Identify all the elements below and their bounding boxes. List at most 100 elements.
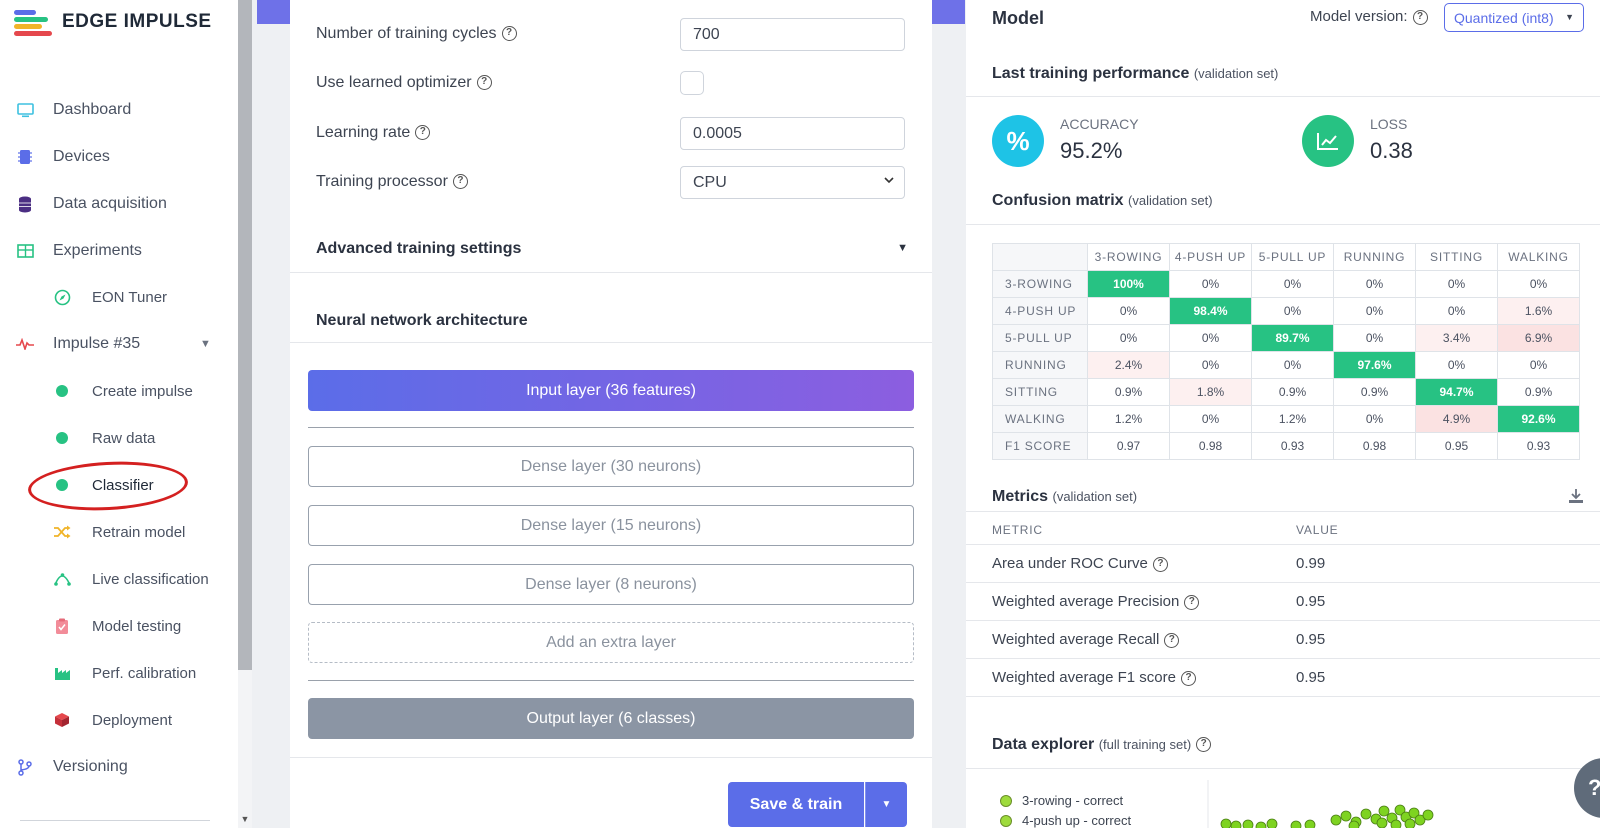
matrix-cell: 0% xyxy=(1087,297,1170,325)
sidebar-item-live-classification[interactable]: Live classification xyxy=(0,559,238,599)
sidebar-item-dashboard[interactable]: Dashboard xyxy=(0,90,238,130)
dense-layer-8[interactable]: Dense layer (8 neurons) xyxy=(308,564,914,605)
save-options-dropdown-button[interactable]: ▼ xyxy=(865,782,907,827)
row-header: RUNNING xyxy=(992,351,1088,379)
model-version-value: Quantized (int8) xyxy=(1454,10,1554,26)
matrix-cell: 0% xyxy=(1415,270,1498,298)
caret-down-icon: ▼ xyxy=(881,799,892,810)
data-explorer-title: Data explorer (full training set)? xyxy=(992,736,1212,754)
clipboard-icon xyxy=(53,617,71,635)
sidebar-scrollbar[interactable]: ▼ xyxy=(238,0,252,828)
training-cycles-label: Number of training cycles? xyxy=(316,25,517,43)
sidebar-item-impulse[interactable]: Impulse #35 ▼ xyxy=(0,324,238,364)
matrix-cell: 0.9% xyxy=(1087,378,1170,406)
download-icon[interactable] xyxy=(1568,488,1584,509)
training-processor-select[interactable]: CPU xyxy=(680,166,905,199)
advanced-training-settings-label: Advanced training settings xyxy=(316,240,522,257)
loss-label: LOSS xyxy=(1370,116,1408,132)
sidebar-item-label: Versioning xyxy=(53,758,128,775)
add-extra-layer-button[interactable]: Add an extra layer xyxy=(308,622,914,663)
learned-optimizer-label: Use learned optimizer? xyxy=(316,74,492,92)
logo[interactable]: EDGE IMPULSE xyxy=(14,8,212,36)
layer-separator xyxy=(308,680,914,681)
dense-layer-15[interactable]: Dense layer (15 neurons) xyxy=(308,505,914,546)
help-icon[interactable]: ? xyxy=(476,75,492,91)
scroll-down-arrow-icon[interactable]: ▼ xyxy=(240,814,250,824)
learned-optimizer-checkbox[interactable] xyxy=(680,71,704,95)
sidebar: EDGE IMPULSE Dashboard Devices Data acqu… xyxy=(0,0,238,828)
row-header: 3-ROWING xyxy=(992,270,1088,298)
help-icon[interactable]: ? xyxy=(1152,556,1168,572)
sidebar-item-create-impulse[interactable]: Create impulse xyxy=(0,371,238,411)
column-header: RUNNING xyxy=(1333,243,1416,271)
sidebar-item-experiments[interactable]: Experiments xyxy=(0,231,238,271)
training-settings-panel: Number of training cycles? 700 Use learn… xyxy=(290,0,932,828)
legend-item[interactable]: 4-push up - correct xyxy=(1000,813,1131,828)
chevron-down-icon[interactable]: ▼ xyxy=(200,338,211,350)
sidebar-item-model-testing[interactable]: Model testing xyxy=(0,606,238,646)
matrix-cell: 97.6% xyxy=(1333,351,1416,379)
help-icon[interactable]: ? xyxy=(1184,594,1200,610)
matrix-cell: 0% xyxy=(1333,405,1416,433)
column-header: METRIC xyxy=(992,523,1043,537)
matrix-cell: 0.9% xyxy=(1497,378,1580,406)
sidebar-item-retrain-model[interactable]: Retrain model xyxy=(0,512,238,552)
sidebar-item-eon-tuner[interactable]: EON Tuner xyxy=(0,277,238,317)
model-title: Model xyxy=(992,8,1044,28)
accuracy-label: ACCURACY xyxy=(1060,116,1139,132)
sidebar-item-label: Raw data xyxy=(92,429,156,447)
matrix-cell: 3.4% xyxy=(1415,324,1498,352)
divider xyxy=(966,96,1600,97)
chip-icon xyxy=(16,148,34,166)
metric-value: 0.99 xyxy=(1296,555,1326,572)
dense-layer-30[interactable]: Dense layer (30 neurons) xyxy=(308,446,914,487)
table-icon xyxy=(16,242,34,260)
matrix-cell: 0.98 xyxy=(1333,432,1416,460)
loss-value: 0.38 xyxy=(1370,138,1413,163)
sidebar-item-perf-calibration[interactable]: Perf. calibration xyxy=(0,653,238,693)
input-layer[interactable]: Input layer (36 features) xyxy=(308,370,914,411)
help-icon[interactable]: ? xyxy=(501,26,517,42)
layer-separator xyxy=(308,427,914,428)
matrix-cell: 0% xyxy=(1497,270,1580,298)
help-icon[interactable]: ? xyxy=(1164,632,1180,648)
learning-rate-label: Learning rate? xyxy=(316,124,431,142)
sidebar-item-data-acquisition[interactable]: Data acquisition xyxy=(0,184,238,224)
matrix-cell: 0.93 xyxy=(1251,432,1334,460)
model-version-select[interactable]: Quantized (int8) ▼ xyxy=(1444,3,1584,32)
training-cycles-input[interactable]: 700 xyxy=(680,18,905,51)
scrollbar-thumb[interactable] xyxy=(238,0,252,670)
sidebar-item-versioning[interactable]: Versioning xyxy=(0,747,238,787)
percent-icon: % xyxy=(992,115,1044,167)
sidebar-item-devices[interactable]: Devices xyxy=(0,137,238,177)
sidebar-item-raw-data[interactable]: Raw data xyxy=(0,418,238,458)
learning-rate-input[interactable]: 0.0005 xyxy=(680,117,905,150)
sidebar-item-deployment[interactable]: Deployment xyxy=(0,700,238,740)
help-icon[interactable]: ? xyxy=(1181,670,1196,686)
legend-item[interactable]: 3-rowing - correct xyxy=(1000,793,1123,808)
divider xyxy=(966,224,1600,225)
output-layer[interactable]: Output layer (6 classes) xyxy=(308,698,914,739)
matrix-cell: 0% xyxy=(1333,270,1416,298)
training-performance-title: Last training performance (validation se… xyxy=(992,65,1279,82)
sidebar-item-label: Deployment xyxy=(92,711,173,729)
matrix-cell: 0.97 xyxy=(1087,432,1170,460)
row-header: WALKING xyxy=(992,405,1088,433)
help-icon[interactable]: ? xyxy=(452,174,468,190)
metric-row: Area under ROC Curve? 0.99 xyxy=(966,545,1600,583)
metric-row: Weighted average F1 score? 0.95 xyxy=(966,659,1600,697)
help-icon[interactable]: ? xyxy=(1412,9,1428,25)
matrix-cell: 100% xyxy=(1087,270,1170,298)
help-icon[interactable]: ? xyxy=(1196,737,1212,753)
row-header: F1 SCORE xyxy=(992,432,1088,460)
legend-label: 3-rowing - correct xyxy=(1022,793,1124,808)
help-icon[interactable]: ? xyxy=(415,125,431,141)
factory-icon xyxy=(53,664,71,682)
matrix-cell: 0% xyxy=(1333,297,1416,325)
model-version-label: Model version:? xyxy=(1310,8,1428,25)
data-explorer-scatter[interactable] xyxy=(1206,780,1446,828)
matrix-cell: 1.6% xyxy=(1497,297,1580,325)
save-and-train-button[interactable]: Save & train xyxy=(728,782,864,827)
sidebar-item-classifier[interactable]: Classifier xyxy=(0,465,238,505)
advanced-training-settings-toggle[interactable]: Advanced training settings ▼ xyxy=(316,240,908,258)
